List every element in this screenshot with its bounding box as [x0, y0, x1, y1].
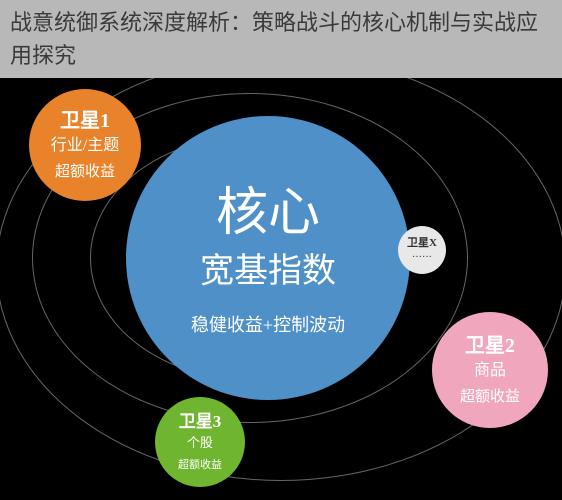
- satellite-sat2-line2: 商品: [474, 360, 506, 382]
- satellite-sat2: 卫星2商品超额收益: [432, 312, 548, 428]
- page-title: 战意统御系统深度解析：策略战斗的核心机制与实战应用探究: [0, 0, 562, 78]
- satellite-sat2-title: 卫星2: [465, 333, 515, 360]
- satellite-sat3-line3: 超额收益: [178, 458, 222, 473]
- satellite-sat1-line2: 行业/主题: [51, 135, 119, 157]
- satellite-sat2-line3: 超额收益: [460, 387, 520, 407]
- satellite-satx-title: 卫星X: [407, 236, 437, 251]
- page-title-text: 战意统御系统深度解析：策略战斗的核心机制与实战应用探究: [10, 10, 538, 68]
- core-title: 核心: [216, 179, 320, 249]
- core-caption: 稳健收益+控制波动: [191, 313, 345, 337]
- satellite-sat3-line2: 个股: [187, 434, 213, 452]
- satellite-sat3-title: 卫星3: [179, 411, 222, 434]
- satellite-sat1-title: 卫星1: [60, 108, 110, 135]
- satellite-sat1: 卫星1行业/主题超额收益: [29, 89, 141, 201]
- stage: 核心宽基指数稳健收益+控制波动卫星1行业/主题超额收益卫星2商品超额收益卫星3个…: [0, 0, 562, 500]
- satellite-satx-line2: ······: [412, 251, 432, 265]
- satellite-sat1-line3: 超额收益: [55, 162, 115, 182]
- core-subtitle: 宽基指数: [200, 249, 336, 295]
- core-circle: 核心宽基指数稳健收益+控制波动: [126, 116, 410, 400]
- satellite-sat3: 卫星3个股超额收益: [155, 397, 245, 487]
- satellite-satx: 卫星X······: [398, 226, 446, 274]
